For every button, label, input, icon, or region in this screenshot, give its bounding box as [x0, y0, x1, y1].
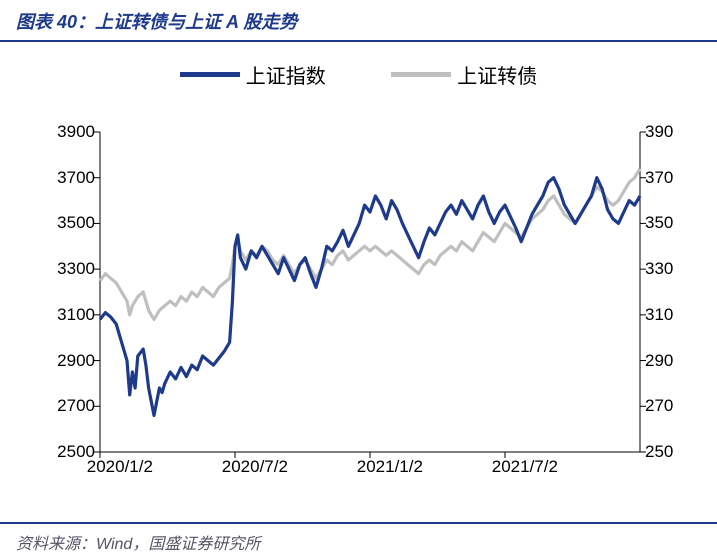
legend-item-primary: 上证指数 — [180, 60, 326, 89]
chart-footer: 资料来源：Wind，国盛证券研究所 — [0, 522, 717, 560]
plot-svg — [100, 132, 640, 452]
y-left-tick-label: 3100 — [40, 305, 95, 325]
source-text: 资料来源：Wind，国盛证券研究所 — [16, 536, 260, 553]
y-axis-right-labels: 250270290310330350370390 — [645, 132, 695, 452]
legend: 上证指数 上证转债 — [0, 60, 717, 89]
x-tick-label: 2020/1/2 — [87, 457, 153, 477]
legend-item-secondary: 上证转债 — [391, 60, 537, 89]
legend-label-secondary: 上证转债 — [457, 60, 537, 89]
y-left-tick-label: 3900 — [40, 122, 95, 142]
legend-swatch-secondary — [391, 72, 451, 77]
plot-region — [100, 132, 640, 452]
y-axis-left-labels: 25002700290031003300350037003900 — [40, 132, 95, 452]
chart-area: 上证指数 上证转债 250027002900310033003500370039… — [0, 42, 717, 522]
y-left-tick-label: 3300 — [40, 259, 95, 279]
y-right-tick-label: 390 — [645, 122, 695, 142]
chart-header: 图表 40：上证转债与上证 A 股走势 — [0, 0, 717, 42]
legend-swatch-primary — [180, 72, 240, 77]
y-left-tick-label: 3500 — [40, 213, 95, 233]
y-right-tick-label: 310 — [645, 305, 695, 325]
y-left-tick-label: 3700 — [40, 168, 95, 188]
y-left-tick-label: 2900 — [40, 351, 95, 371]
x-tick-label: 2020/7/2 — [222, 457, 288, 477]
y-right-tick-label: 290 — [645, 351, 695, 371]
chart-title: 图表 40：上证转债与上证 A 股走势 — [16, 8, 701, 34]
y-right-tick-label: 250 — [645, 442, 695, 462]
y-left-tick-label: 2700 — [40, 396, 95, 416]
legend-label-primary: 上证指数 — [246, 60, 326, 89]
y-right-tick-label: 330 — [645, 259, 695, 279]
y-right-tick-label: 270 — [645, 396, 695, 416]
y-right-tick-label: 370 — [645, 168, 695, 188]
x-tick-label: 2021/1/2 — [357, 457, 423, 477]
x-tick-label: 2021/7/2 — [492, 457, 558, 477]
y-right-tick-label: 350 — [645, 213, 695, 233]
